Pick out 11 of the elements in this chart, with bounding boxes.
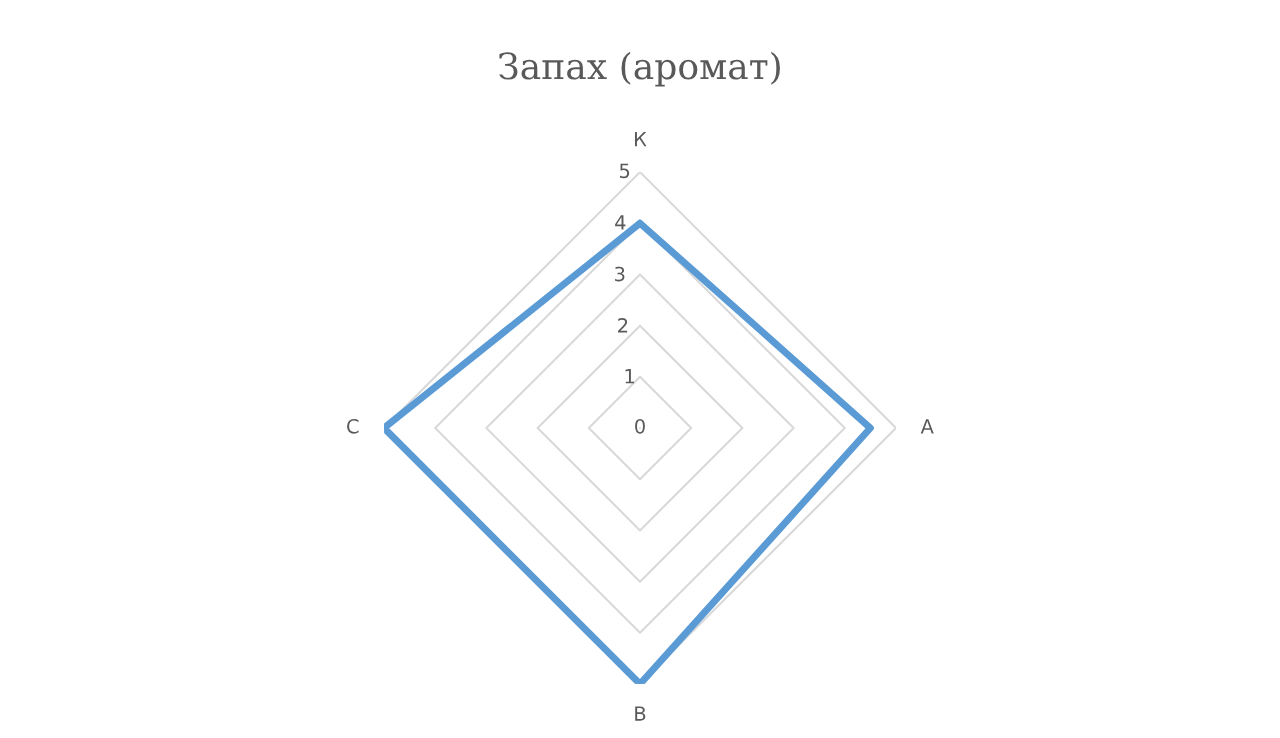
spoke-label: В <box>635 706 646 721</box>
chart-title: Запах (аромат) <box>499 51 780 87</box>
y-tick-label: 4 <box>615 215 626 230</box>
spoke-label: К <box>635 131 647 147</box>
y-tick-label: 5 <box>619 163 630 179</box>
y-tick-label: 0 <box>635 418 645 434</box>
y-tick-label: 3 <box>615 266 625 282</box>
spoke-label: С <box>347 418 359 434</box>
y-tick-label: 2 <box>618 318 628 333</box>
spoke-label: А <box>920 419 934 434</box>
y-tick-label: 1 <box>625 369 635 384</box>
